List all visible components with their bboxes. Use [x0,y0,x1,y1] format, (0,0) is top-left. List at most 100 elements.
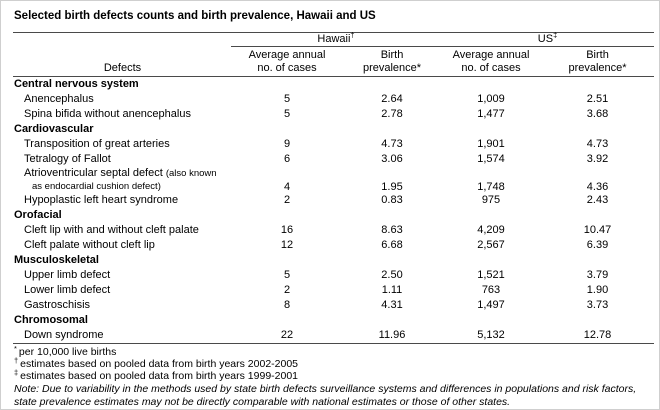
defect-name: Spina bifida without anencephalus [24,108,191,120]
hawaii-prevalence-value: 3.06 [381,153,403,165]
table-row: Cleft palate without cleft lip 12 6.68 2,56… [13,238,654,253]
defect-name: Cleft lip with and without cleft palate [24,224,199,236]
hawaii-prevalence-value: 2.78 [381,108,403,120]
hawaii-prevalence-value: 2.50 [381,269,403,281]
footnote-marker: ‡ [14,367,19,377]
table-note: Note: Due to variability in the methods … [14,383,637,408]
us-cases-value: 1,748 [477,181,505,193]
footnote: † estimates based on pooled data from bir… [14,355,299,370]
footnote: ‡ estimates based on pooled data from bir… [14,367,299,382]
category-label: Central nervous system [14,78,139,90]
us-prevalence-value: 2.51 [586,93,609,105]
us-prevalence-value: 4.73 [586,138,609,150]
table-row: Lower limb defect 2 1.11 763 1.90 [13,283,654,298]
us-cases-value: 1,521 [477,269,505,281]
hawaii-cases-value: 8 [283,299,291,311]
table-row: Gastroschisis 8 4.31 1,497 3.73 [13,298,654,313]
footnote-marker: † [14,355,19,365]
hawaii-cases-value: 5 [283,93,291,105]
birth-defects-table: Hawaii† US‡ Defects Average annual no. of… [13,30,655,344]
table-row: Down syndrome 22 11.96 5,132 12.78 [13,328,654,344]
hawaii-prevalence-value: 0.83 [381,194,403,206]
us-prevalence-value: 10.47 [583,224,612,236]
footnotes: * per 10,000 live births † estimates based … [13,343,659,382]
us-cases-value: 763 [481,284,501,296]
us-prevalence-value: 3.79 [586,269,609,281]
category-label: Musculoskeletal [14,254,99,266]
defect-name: Atrioventricular septal defect (also kno… [24,167,217,192]
us-cases-value: 975 [481,194,501,206]
us-prevalence-column-header: Birth prevalence* [541,46,655,77]
category-row: Chromosomal [13,313,654,328]
us-prevalence-value: 6.39 [586,239,609,251]
defect-name: Upper limb defect [24,269,111,281]
defect-name: Down syndrome [24,329,104,341]
category-label: Orofacial [14,209,62,221]
hawaii-cases-value: 5 [283,108,291,120]
hawaii-cases-value: 22 [280,329,294,341]
table-row: Upper limb defect 5 2.50 1,521 3.79 [13,268,654,283]
group-header-us: US‡ [441,30,655,47]
hawaii-prevalence-value: 6.68 [381,239,403,251]
defect-name: Tetralogy of Fallot [24,153,111,165]
us-prevalence-value: 3.92 [586,153,609,165]
us-label: US [537,33,554,45]
hawaii-prevalence-value: 2.64 [381,93,403,105]
us-prevalence-value: 12.78 [583,329,612,341]
defect-name: Cleft palate without cleft lip [24,239,155,251]
category-row: Musculoskeletal [13,253,654,268]
us-prevalence-value: 1.90 [586,284,609,296]
hawaii-label: Hawaii [317,33,351,45]
hawaii-cases-value: 2 [283,284,291,296]
table-row: Anencephalus 5 2.64 1,009 2.51 [13,92,654,107]
hawaii-prevalence-value: 1.95 [381,181,403,193]
defect-name: Transposition of great arteries [24,138,170,150]
category-row: Central nervous system [13,77,654,93]
us-cases-value: 1,497 [477,299,505,311]
hawaii-cases-value: 6 [283,153,291,165]
hawaii-prevalence-value: 11.96 [378,329,406,341]
table-row: Spina bifida without anencephalus 5 2.78 1,… [13,107,654,122]
page-title: Selected birth defects counts and birth … [14,10,376,22]
hawaii-cases-value: 5 [283,269,291,281]
footnote: * per 10,000 live births [14,343,117,358]
hawaii-cases-value: 4 [283,181,291,193]
hawaii-prevalence-column-header: Birth prevalence* [343,46,441,77]
category-label: Cardiovascular [14,123,94,135]
table-row: Cleft lip with and without cleft palate 1… [13,223,654,238]
group-header-hawaii: Hawaii† [231,30,441,47]
table-body: Central nervous system Anencephalus 5 2.64 1… [13,77,655,344]
us-cases-value: 1,477 [477,108,505,120]
hawaii-cases-value: 12 [280,239,294,251]
table-row: Transposition of great arteries 9 4.73 1,90… [13,137,654,152]
us-cases-value: 4,209 [477,224,505,236]
hawaii-cases-value: 2 [283,194,291,206]
us-cases-value: 2,567 [477,239,505,251]
us-prevalence-value: 3.73 [586,299,609,311]
table-row: Tetralogy of Fallot 6 3.06 1,574 3.92 [13,152,654,167]
us-cases-value: 5,132 [477,329,505,341]
us-prevalence-value: 2.43 [586,194,609,206]
hawaii-footnote-marker: † [350,30,355,40]
us-cases-column-header: Average annual no. of cases [441,46,541,77]
hawaii-cases-value: 9 [283,138,291,150]
defects-column-header: Defects [13,46,231,77]
table-row: Atrioventricular septal defect (also kno… [13,167,654,193]
hawaii-prevalence-value: 4.31 [381,299,403,311]
hawaii-cases-column-header: Average annual no. of cases [231,46,343,77]
us-prevalence-value: 3.68 [586,108,609,120]
category-label: Chromosomal [14,314,88,326]
defect-name: Hypoplastic left heart syndrome [24,194,179,206]
category-row: Cardiovascular [13,122,654,137]
defect-name: Lower limb defect [24,284,111,296]
table-header: Hawaii† US‡ Defects Average annual no. of… [13,30,655,77]
us-cases-value: 1,574 [477,153,505,165]
category-row: Orofacial [13,208,654,223]
us-prevalence-value: 4.36 [586,181,609,193]
us-footnote-marker: ‡ [553,30,558,40]
defect-name: Anencephalus [24,93,94,105]
hawaii-prevalence-value: 8.63 [381,224,403,236]
group-header-row: Hawaii† US‡ [13,30,655,47]
us-cases-value: 1,009 [477,93,505,105]
